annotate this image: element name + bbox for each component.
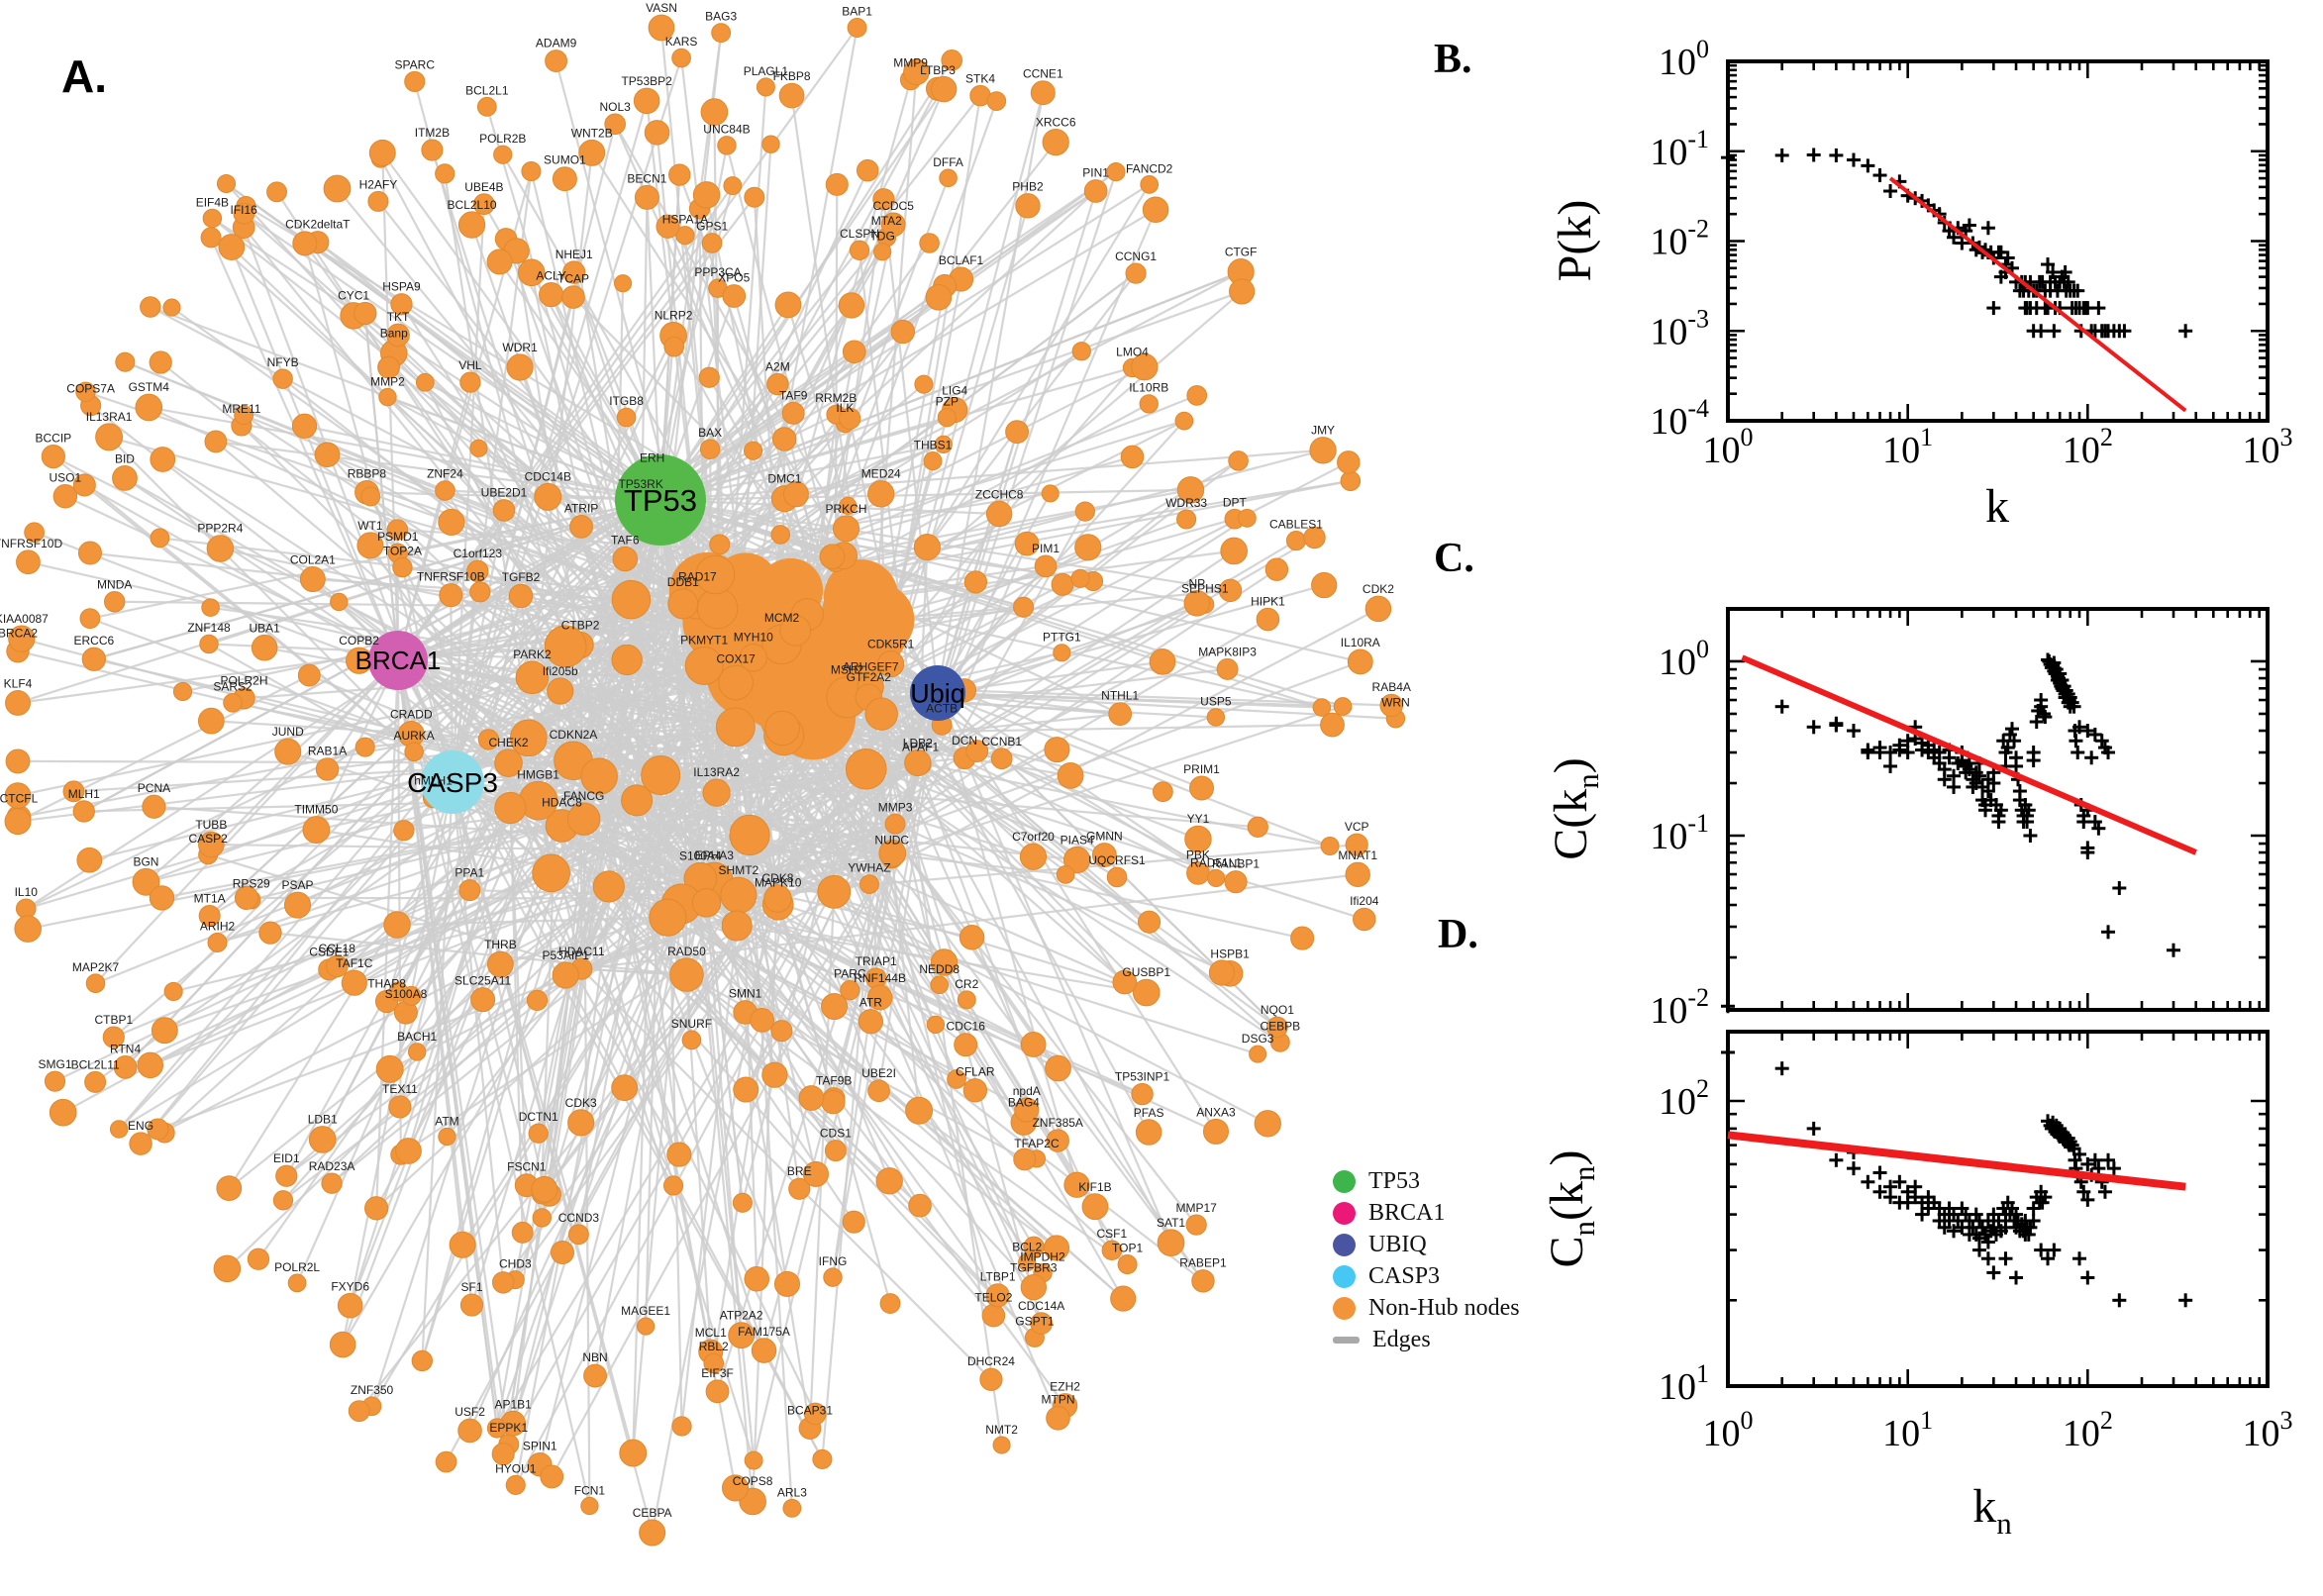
x-axis-title-d: kn xyxy=(1972,1480,2012,1541)
panel-d-label: D. xyxy=(1438,912,1478,957)
casp3-swatch-circle xyxy=(1333,1264,1356,1288)
y-tick-label-b-2: 10-2 xyxy=(1650,215,1709,263)
legend-label-ubiq: UBIQ xyxy=(1368,1231,1427,1257)
fit-line-b xyxy=(1888,176,2187,413)
hub-label-brca1: BRCA1 xyxy=(355,646,442,675)
x-tick-label-d-2: 102 xyxy=(2063,1406,2113,1454)
y-tick-label-b-3: 10-3 xyxy=(1650,304,1709,352)
plot-frame-c xyxy=(1726,607,2270,1012)
plot-frame-d xyxy=(1726,1030,2270,1388)
edges-swatch-line xyxy=(1333,1336,1360,1344)
plot-points-b xyxy=(1721,148,2193,339)
y-tick-label-d-0: 102 xyxy=(1659,1074,1709,1123)
y-axis-title-d: Cn(kn) xyxy=(1541,1150,1601,1268)
y-tick-label-c-2: 10-2 xyxy=(1650,983,1709,1032)
plot-panel-c: 100 10-1 10-2 C(kn) xyxy=(1545,607,2270,1032)
plot-ticks-b xyxy=(1726,59,2270,423)
fit-line-d xyxy=(1727,1131,2186,1191)
panel-c-label: C. xyxy=(1434,536,1474,581)
hub-ubiq xyxy=(910,665,965,721)
x-tick-label-d-3: 103 xyxy=(2243,1406,2293,1454)
network-hubs-layer xyxy=(368,454,965,814)
legend-label-tp53: TP53 xyxy=(1368,1167,1421,1194)
y-tick-label-c-0: 100 xyxy=(1659,635,1709,683)
hub-tp53 xyxy=(615,454,706,546)
legend-item-tp53: TP53 xyxy=(1333,1168,1520,1194)
network-graph: C1orf123HDAC11PARCMT1ASEPHS1TEX11PIM1MAP… xyxy=(0,1,1411,1546)
y-tick-label-b-0: 100 xyxy=(1659,35,1709,83)
x-tick-label-b-3: 103 xyxy=(2243,423,2293,471)
ubiq-swatch-circle xyxy=(1333,1233,1356,1256)
panel-a-label: A. xyxy=(61,50,107,102)
network-nodes-layer xyxy=(4,14,1406,1546)
legend-item-edges: Edges xyxy=(1333,1327,1520,1352)
y-tick-label-b-1: 10-1 xyxy=(1650,125,1709,173)
legend-label-edges: Edges xyxy=(1372,1326,1431,1352)
legend-label-casp3: CASP3 xyxy=(1368,1262,1441,1289)
legend-label-brca1: BRCA1 xyxy=(1368,1199,1446,1226)
hub-casp3 xyxy=(421,750,484,814)
y-axis-title-c: C(kn) xyxy=(1545,757,1605,859)
x-axis-title-b: k xyxy=(1985,480,2009,533)
x-tick-label-b-1: 101 xyxy=(1882,423,1933,471)
hub-brca1 xyxy=(368,631,428,690)
y-tick-label-b-4: 10-4 xyxy=(1650,394,1709,443)
y-axis-title-b: P(k) xyxy=(1549,200,1601,282)
legend-item-brca1: BRCA1 xyxy=(1333,1200,1520,1226)
plot-points-c xyxy=(1721,652,2181,1014)
hub-label-casp3: CASP3 xyxy=(407,767,498,798)
hub-label-ubiq: Ubiq xyxy=(910,678,965,708)
plot-ticks-c xyxy=(1726,607,2270,1012)
y-tick-label-d-1: 101 xyxy=(1659,1359,1709,1408)
plot-frame-b xyxy=(1726,59,2270,423)
x-tick-label-d-0: 100 xyxy=(1703,1406,1754,1454)
y-tick-label-c-1: 10-1 xyxy=(1650,809,1709,857)
nonhub-swatch-circle xyxy=(1333,1296,1356,1320)
tp53-swatch-circle xyxy=(1333,1169,1356,1193)
legend-label-nonhub: Non-Hub nodes xyxy=(1368,1294,1520,1321)
x-tick-label-b-0: 100 xyxy=(1703,423,1754,471)
x-tick-label-d-1: 101 xyxy=(1882,1406,1933,1454)
legend-item-ubiq: UBIQ xyxy=(1333,1232,1520,1257)
legend: TP53 BRCA1 UBIQ CASP3 Non-Hub nodes Edges xyxy=(1333,1168,1520,1352)
brca1-swatch-circle xyxy=(1333,1201,1356,1225)
network-labels-layer: C1orf123HDAC11PARCMT1ASEPHS1TEX11PIM1MAP… xyxy=(0,1,1411,1520)
x-tick-label-b-2: 102 xyxy=(2063,423,2113,471)
panel-b-label: B. xyxy=(1434,37,1472,82)
fit-line-c xyxy=(1741,654,2197,855)
legend-item-nonhub: Non-Hub nodes xyxy=(1333,1295,1520,1321)
hub-label-tp53: TP53 xyxy=(624,483,697,518)
legend-item-casp3: CASP3 xyxy=(1333,1263,1520,1289)
plot-ticks-d xyxy=(1726,1032,2270,1388)
